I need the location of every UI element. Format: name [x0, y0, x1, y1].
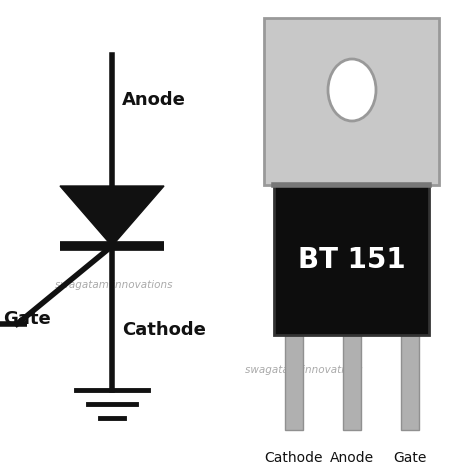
Polygon shape: [60, 186, 164, 246]
Text: Anode: Anode: [330, 451, 374, 465]
Text: Cathode: Cathode: [265, 451, 323, 465]
Ellipse shape: [328, 59, 376, 121]
Bar: [343, 335, 361, 430]
Text: Cathode: Cathode: [122, 321, 206, 339]
Text: swagatam innovations: swagatam innovations: [245, 365, 363, 375]
Text: Gate: Gate: [393, 451, 427, 465]
Text: BT 151: BT 151: [298, 246, 406, 274]
Text: Anode: Anode: [122, 91, 186, 109]
Bar: [285, 335, 303, 430]
Text: Gate: Gate: [3, 310, 51, 328]
Text: swagatam innovations: swagatam innovations: [55, 280, 173, 290]
Bar: [401, 335, 419, 430]
Bar: [264, 18, 439, 185]
Bar: [274, 185, 429, 335]
